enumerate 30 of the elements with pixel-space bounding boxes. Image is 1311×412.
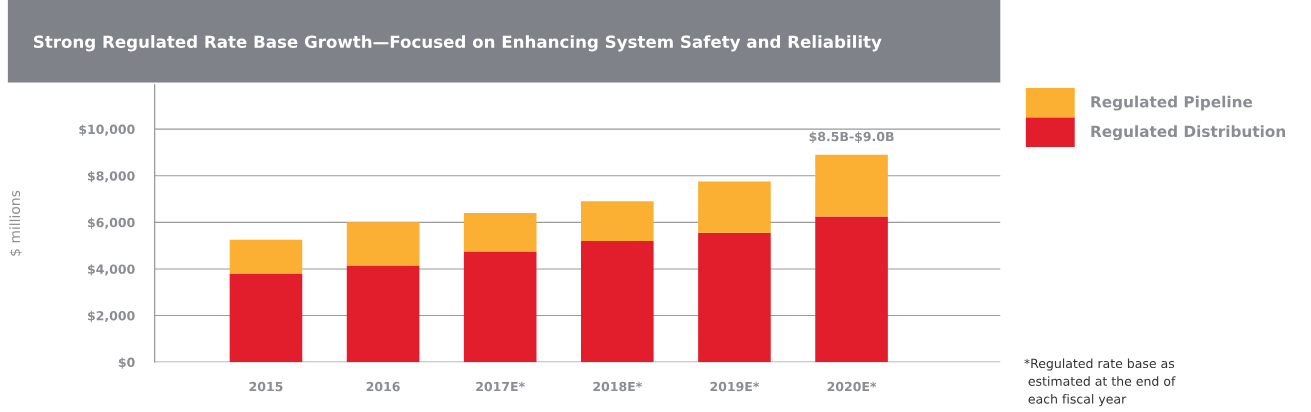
x-tick-label: 2019E* [710, 381, 760, 392]
bar [229, 239, 303, 274]
y-tick-label: $8,000 [88, 170, 135, 183]
y-tick-label: $4,000 [88, 264, 135, 276]
bar [698, 232, 771, 363]
y-tick-label: $2,000 [88, 310, 135, 323]
bar [581, 240, 654, 363]
bar [698, 181, 771, 233]
y-axis-title: $ millions [9, 190, 22, 256]
x-tick-label: 2018E* [593, 381, 642, 392]
x-tick-label: 2020E* [827, 381, 877, 392]
bar [346, 222, 420, 266]
bar [463, 251, 537, 363]
y-tick-label: $0 [118, 357, 135, 369]
y-tick-label: $10,000 [79, 124, 135, 136]
x-tick-label: 2015 [249, 381, 283, 392]
legend-label: Regulated Pipeline [1091, 95, 1253, 111]
text: *Regulated rate base as estimated at the end of each fiscal year [1024, 358, 1176, 407]
y-tick-label: $6,000 [88, 217, 135, 229]
bar [815, 216, 888, 363]
legend-label: Regulated Distribution [1091, 125, 1286, 141]
bar [229, 273, 303, 363]
x-tick-label: 2016 [366, 381, 400, 392]
bar [346, 265, 420, 363]
chart-title: Strong Regulated Rate Base Growth—Focused on Enhancing System Safety and Reliability [33, 35, 882, 52]
x-tick-label: 2017E* [476, 381, 525, 392]
bar [463, 213, 537, 252]
bar [581, 201, 654, 241]
bar [815, 154, 888, 217]
annotation: $8.5B-$9.0B [809, 131, 894, 143]
